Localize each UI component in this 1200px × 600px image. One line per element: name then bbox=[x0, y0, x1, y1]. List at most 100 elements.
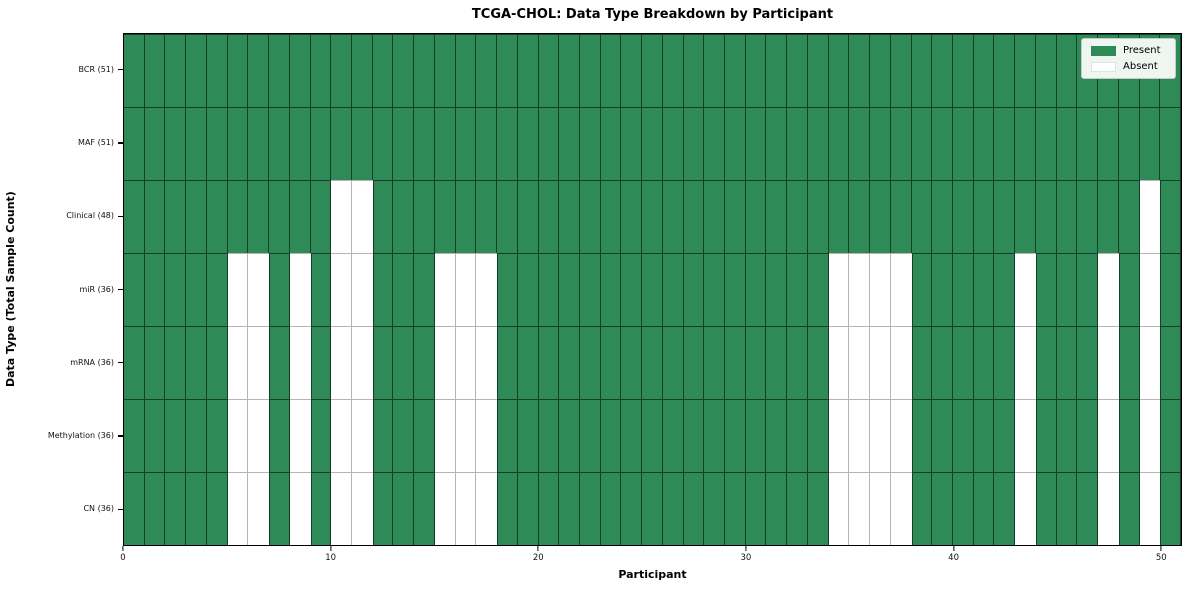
heatmap-cell bbox=[289, 326, 311, 399]
heatmap-cell bbox=[227, 472, 249, 545]
heatmap-cell bbox=[289, 180, 311, 253]
heatmap-cell bbox=[227, 34, 249, 107]
heatmap-cell bbox=[890, 399, 912, 472]
heatmap-cell bbox=[414, 34, 435, 107]
heatmap-cell bbox=[745, 253, 767, 326]
heatmap-cell bbox=[310, 107, 332, 180]
heatmap-cell bbox=[372, 472, 394, 545]
heatmap-cell bbox=[828, 399, 850, 472]
legend: Present Absent bbox=[1081, 38, 1176, 79]
x-tick-mark bbox=[952, 546, 955, 551]
heatmap-cell bbox=[662, 180, 684, 253]
y-tick-label: BCR (51) bbox=[78, 64, 114, 74]
heatmap-cell bbox=[662, 399, 684, 472]
heatmap-cell bbox=[1118, 326, 1140, 399]
heatmap-cell bbox=[206, 107, 228, 180]
heatmap-cell bbox=[994, 107, 1016, 180]
heatmap-cell bbox=[144, 34, 166, 107]
plot-area bbox=[123, 33, 1182, 546]
heatmap-cell bbox=[911, 180, 933, 253]
heatmap-cell bbox=[538, 107, 560, 180]
y-tick-mark bbox=[118, 362, 123, 364]
heatmap-cell bbox=[1118, 107, 1140, 180]
heatmap-cell bbox=[1139, 326, 1161, 399]
heatmap-cell bbox=[248, 107, 270, 180]
heatmap-cell bbox=[1035, 326, 1057, 399]
heatmap-cell bbox=[538, 399, 560, 472]
heatmap-cell bbox=[1056, 399, 1078, 472]
heatmap-cell bbox=[870, 34, 891, 107]
heatmap-cell bbox=[248, 472, 270, 545]
heatmap-cell bbox=[1160, 326, 1181, 399]
heatmap-cell bbox=[538, 180, 560, 253]
heatmap-cell bbox=[787, 399, 808, 472]
heatmap-cell bbox=[372, 399, 394, 472]
heatmap-cell bbox=[828, 326, 850, 399]
heatmap-cell bbox=[165, 107, 187, 180]
heatmap-cell bbox=[849, 107, 871, 180]
heatmap-cell bbox=[828, 253, 850, 326]
heatmap-cell bbox=[745, 326, 767, 399]
heatmap-cell bbox=[227, 399, 249, 472]
heatmap-cell bbox=[124, 180, 145, 253]
heatmap-cell bbox=[849, 253, 871, 326]
heatmap-cell bbox=[414, 326, 435, 399]
heatmap-cell bbox=[642, 253, 663, 326]
x-tick-label: 40 bbox=[948, 553, 959, 563]
heatmap-cell bbox=[414, 107, 435, 180]
heatmap-cell bbox=[227, 180, 249, 253]
heatmap-cell bbox=[289, 34, 311, 107]
heatmap-cell bbox=[870, 472, 891, 545]
heatmap-cell bbox=[144, 326, 166, 399]
heatmap-cell bbox=[1077, 253, 1099, 326]
heatmap-cell bbox=[973, 107, 995, 180]
heatmap-cell bbox=[807, 34, 829, 107]
heatmap-cell bbox=[248, 399, 270, 472]
heatmap-cell bbox=[517, 399, 539, 472]
heatmap-cell bbox=[932, 34, 954, 107]
heatmap-cell bbox=[766, 34, 788, 107]
heatmap-cell bbox=[1056, 107, 1078, 180]
heatmap-cell bbox=[559, 253, 580, 326]
heatmap-cell bbox=[310, 253, 332, 326]
x-tick-mark bbox=[330, 546, 332, 551]
heatmap-cell bbox=[559, 107, 580, 180]
x-tick-label: 50 bbox=[1155, 553, 1167, 563]
heatmap-cell bbox=[393, 472, 415, 545]
heatmap-cell bbox=[621, 253, 643, 326]
heatmap-cell bbox=[704, 253, 726, 326]
heatmap-cell bbox=[517, 472, 539, 545]
heatmap-cell bbox=[870, 180, 891, 253]
heatmap-cell bbox=[579, 107, 601, 180]
heatmap-cell bbox=[269, 472, 290, 545]
heatmap-cell bbox=[725, 472, 746, 545]
heatmap-cell bbox=[642, 472, 663, 545]
heatmap-cell bbox=[393, 34, 415, 107]
heatmap-cell bbox=[227, 253, 249, 326]
heatmap-cell bbox=[911, 326, 933, 399]
heatmap-cell bbox=[870, 253, 891, 326]
heatmap-cell bbox=[600, 399, 622, 472]
heatmap-cell bbox=[849, 34, 871, 107]
heatmap-cell bbox=[1035, 399, 1057, 472]
heatmap-cell bbox=[662, 34, 684, 107]
heatmap-cell bbox=[849, 180, 871, 253]
heatmap-cell bbox=[393, 253, 415, 326]
heatmap-cell bbox=[932, 180, 954, 253]
heatmap-cell bbox=[704, 34, 726, 107]
heatmap-cell bbox=[621, 472, 643, 545]
heatmap-cell bbox=[434, 180, 456, 253]
heatmap-cell bbox=[807, 326, 829, 399]
heatmap-cell bbox=[538, 326, 560, 399]
heatmap-cell bbox=[124, 34, 145, 107]
y-tick-label: CN (36) bbox=[83, 504, 114, 514]
heatmap-cell bbox=[1035, 253, 1057, 326]
legend-swatch-absent-icon bbox=[1091, 61, 1116, 72]
heatmap-cell bbox=[144, 107, 166, 180]
heatmap-cell bbox=[662, 326, 684, 399]
heatmap-cell bbox=[994, 472, 1016, 545]
heatmap-cell bbox=[642, 399, 663, 472]
heatmap-cell bbox=[1015, 107, 1036, 180]
heatmap-cell bbox=[953, 180, 974, 253]
heatmap-cell bbox=[932, 399, 954, 472]
